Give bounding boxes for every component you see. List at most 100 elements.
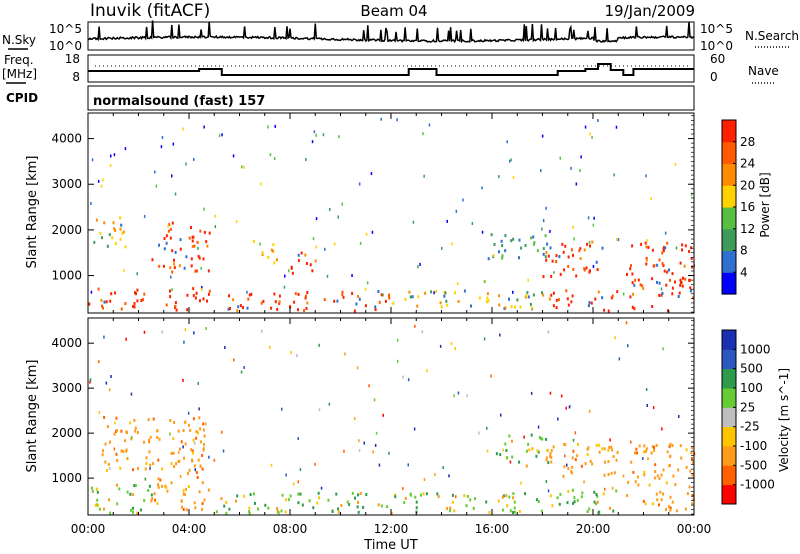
heatmap-cell xyxy=(566,501,569,505)
heatmap-cell xyxy=(122,450,125,454)
heatmap-cell xyxy=(573,496,576,500)
heatmap-cell xyxy=(291,271,294,275)
heatmap-cell xyxy=(119,466,122,470)
heatmap-cell xyxy=(149,467,151,470)
heatmap-cell xyxy=(586,453,589,456)
freq-right-tick-bottom: 0 xyxy=(710,70,718,84)
heatmap-cell xyxy=(190,226,192,229)
y-tick-label: 4000 xyxy=(51,336,82,350)
heatmap-cell xyxy=(692,296,695,300)
heatmap-cell xyxy=(643,444,646,448)
heatmap-cell xyxy=(158,437,161,441)
heatmap-cell xyxy=(595,260,598,264)
heatmap-cell xyxy=(643,450,646,454)
power-y-label: Slant Range [km] xyxy=(25,156,40,269)
heatmap-cell xyxy=(545,258,548,262)
heatmap-cell xyxy=(185,508,188,512)
heatmap-cell xyxy=(587,216,590,220)
heatmap-cell xyxy=(583,267,586,271)
heatmap-cell xyxy=(655,444,658,447)
heatmap-cell xyxy=(532,235,535,239)
heatmap-cell xyxy=(572,501,575,505)
heatmap-cell xyxy=(297,501,300,505)
heatmap-cell xyxy=(617,238,620,242)
heatmap-cell xyxy=(208,455,210,459)
cpid-panel: CPID normalsound (fast) 157 xyxy=(6,85,695,111)
colorbar-swatch xyxy=(722,388,736,408)
heatmap-cell xyxy=(193,331,195,335)
heatmap-cell xyxy=(201,454,204,457)
heatmap-cell xyxy=(510,305,513,309)
heatmap-cell xyxy=(576,498,579,502)
heatmap-cell xyxy=(335,492,338,496)
heatmap-cell xyxy=(589,269,591,273)
heatmap-cell xyxy=(498,250,500,254)
heatmap-cell xyxy=(196,240,199,244)
heatmap-cell xyxy=(337,510,340,514)
heatmap-cell xyxy=(587,446,590,450)
heatmap-cell xyxy=(382,293,384,297)
heatmap-cell xyxy=(188,468,191,472)
heatmap-cell xyxy=(125,337,127,341)
heatmap-cell xyxy=(193,441,196,445)
heatmap-cell xyxy=(175,462,178,466)
colorbar-swatch xyxy=(722,426,736,447)
heatmap-cell xyxy=(428,123,431,127)
heatmap-cell xyxy=(533,242,535,246)
heatmap-cell xyxy=(415,500,418,504)
heatmap-cell xyxy=(626,272,628,276)
heatmap-cell xyxy=(542,252,545,256)
heatmap-cell xyxy=(570,248,573,252)
heatmap-cell xyxy=(329,208,331,211)
heatmap-cell xyxy=(666,450,669,454)
heatmap-cell xyxy=(195,430,198,433)
heatmap-cell xyxy=(194,269,197,273)
heatmap-cell xyxy=(579,247,582,251)
colorbar-swatch xyxy=(722,407,736,428)
heatmap-cell xyxy=(662,249,665,253)
heatmap-cell xyxy=(91,489,94,493)
heatmap-cell xyxy=(568,405,571,409)
heatmap-cell xyxy=(182,489,185,493)
heatmap-cell xyxy=(550,460,553,464)
heatmap-cell xyxy=(109,388,111,392)
heatmap-cell xyxy=(318,496,321,500)
heatmap-cell xyxy=(595,493,598,496)
heatmap-cell xyxy=(414,324,416,328)
colorbar-tick-label: -500 xyxy=(740,458,767,472)
heatmap-cell xyxy=(639,283,642,287)
heatmap-cell xyxy=(486,292,489,296)
heatmap-cell xyxy=(116,459,119,462)
heatmap-cell xyxy=(315,217,318,221)
heatmap-cell xyxy=(668,268,670,272)
noise-right-bottom-tick: 10^0 xyxy=(700,39,733,53)
heatmap-cell xyxy=(278,301,281,305)
heatmap-cell xyxy=(285,473,287,477)
heatmap-cell xyxy=(358,439,360,443)
colorbar-tick-label: 4 xyxy=(740,265,748,279)
heatmap-cell xyxy=(377,503,380,507)
heatmap-cell xyxy=(358,449,361,453)
heatmap-cell xyxy=(240,370,243,374)
heatmap-cell xyxy=(665,508,667,512)
heatmap-cell xyxy=(113,447,116,451)
heatmap-cell xyxy=(156,502,159,505)
heatmap-cell xyxy=(365,493,368,496)
heatmap-cell xyxy=(596,494,599,498)
heatmap-cell xyxy=(547,461,550,465)
heatmap-cell xyxy=(202,447,205,451)
heatmap-cell xyxy=(497,499,500,503)
heatmap-cell xyxy=(466,495,469,498)
heatmap-cell xyxy=(510,239,513,243)
heatmap-cell xyxy=(106,425,109,428)
heatmap-cell xyxy=(614,336,616,340)
heatmap-cell xyxy=(363,441,365,445)
heatmap-cell xyxy=(660,287,663,291)
heatmap-cell xyxy=(186,308,189,312)
heatmap-cell xyxy=(88,302,91,306)
heatmap-cell xyxy=(378,463,381,467)
heatmap-cell xyxy=(206,299,208,303)
heatmap-cell xyxy=(523,435,525,439)
heatmap-cell xyxy=(504,442,507,446)
heatmap-cell xyxy=(576,454,579,458)
